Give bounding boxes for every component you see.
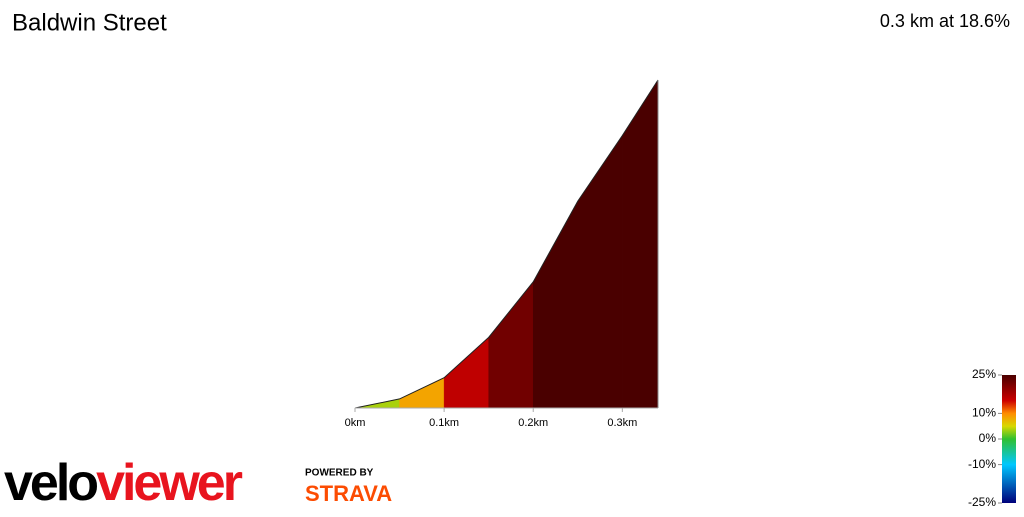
colorbar-label: 25% bbox=[972, 367, 996, 381]
profile-segment bbox=[532, 200, 579, 409]
logo: veloviewer bbox=[4, 454, 243, 512]
logo-left: velo bbox=[4, 454, 97, 512]
x-tick-label: 0km bbox=[345, 417, 366, 429]
chart-title: Baldwin Street bbox=[12, 9, 167, 36]
x-tick-label: 0.3km bbox=[607, 417, 637, 429]
x-tick-label: 0.2km bbox=[518, 417, 548, 429]
x-tick-label: 0.1km bbox=[429, 417, 459, 429]
profile-line bbox=[354, 79, 659, 409]
logo-right: viewer bbox=[96, 454, 243, 512]
powered-by: POWERED BY bbox=[305, 468, 374, 479]
subtitle: 0.3 km at 18.6% bbox=[880, 11, 1010, 31]
colorbar-label: -10% bbox=[968, 457, 996, 471]
colorbar-label: -25% bbox=[968, 495, 996, 509]
strava: STRAVA bbox=[305, 481, 392, 506]
profile-segment bbox=[443, 336, 489, 409]
profile-segment bbox=[488, 281, 534, 409]
profile-segment bbox=[577, 134, 623, 409]
colorbar-label: 0% bbox=[979, 431, 997, 445]
profile-segment bbox=[622, 79, 659, 409]
colorbar-label: 10% bbox=[972, 406, 996, 420]
profile-segment bbox=[399, 377, 445, 409]
colorbar bbox=[1002, 375, 1016, 503]
